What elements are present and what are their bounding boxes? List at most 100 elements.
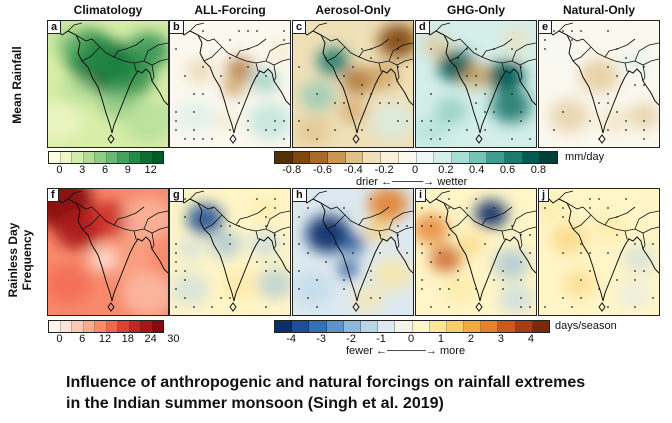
- panel-letter-e: e: [539, 21, 553, 34]
- map-panel-a: a: [47, 20, 169, 148]
- country-border: [558, 190, 574, 200]
- colorbar-segment: [345, 152, 364, 163]
- panel-letter-j: j: [539, 189, 550, 202]
- map-panel-h: h: [292, 188, 414, 316]
- country-border: [501, 62, 506, 72]
- panel-letter-b: b: [170, 21, 184, 34]
- coastline: [293, 196, 413, 302]
- country-border: [566, 202, 659, 234]
- colorbar-segment: [469, 152, 488, 163]
- field-anomaly-region: [257, 268, 290, 300]
- colorbar-segment: [363, 152, 382, 163]
- country-border: [634, 42, 659, 62]
- sri-lanka-outline: [475, 134, 483, 144]
- country-border: [378, 230, 383, 240]
- field-anomaly-region: [367, 62, 399, 90]
- colorbar-tick-label: 12: [98, 333, 112, 345]
- country-border: [572, 46, 592, 62]
- map-field-c: [293, 21, 413, 147]
- country-border: [396, 64, 400, 82]
- country-border: [358, 38, 390, 58]
- map-field-i: [416, 189, 536, 315]
- colorbar-tick-label: -1: [376, 333, 386, 345]
- map-field-d: [416, 21, 536, 147]
- colorbar-segment: [328, 152, 346, 163]
- colorbar-segment: [118, 152, 130, 163]
- country-border: [501, 230, 506, 240]
- country-border: [358, 206, 390, 226]
- colorbar-tick-label: 6: [79, 333, 86, 345]
- colorbar-rain-climatology-ticks: 0 3 6 9 12: [48, 164, 162, 178]
- country-border: [189, 190, 205, 200]
- colorbar-segment: [60, 152, 72, 163]
- country-border: [519, 232, 523, 250]
- colorbar-segment: [429, 321, 447, 332]
- column-title-all-forcing: ALL-Forcing: [194, 3, 266, 17]
- country-border: [320, 202, 413, 234]
- coastline: [48, 196, 168, 302]
- country-border: [197, 202, 290, 234]
- colorbar-tick-label: 0: [56, 164, 63, 176]
- colorbar-segment: [292, 321, 310, 332]
- colorbar-tick-label: -4: [286, 333, 297, 345]
- country-border: [81, 46, 101, 62]
- country-border: [449, 214, 469, 230]
- field-anomaly-region: [86, 200, 130, 238]
- country-border: [133, 62, 138, 72]
- sri-lanka-outline: [475, 302, 483, 312]
- map-field-f: [48, 189, 168, 315]
- field-anomaly-region: [300, 80, 336, 112]
- country-border: [255, 230, 260, 240]
- colorbar-segment: [106, 152, 118, 163]
- colorbar-segment: [498, 321, 516, 332]
- panel-letter-a: a: [48, 21, 62, 34]
- colorbar-rain-climatology: [48, 151, 164, 164]
- country-border: [203, 214, 223, 230]
- sri-lanka-outline: [107, 302, 115, 312]
- field-anomaly-region: [491, 89, 531, 123]
- country-border: [326, 214, 346, 230]
- country-border: [443, 202, 536, 234]
- double-arrow-icon: ←────→: [381, 176, 435, 188]
- sri-lanka-outline: [107, 134, 115, 144]
- field-anomaly-region: [251, 197, 279, 221]
- colorbar-tick-label: -0.4: [343, 164, 363, 176]
- field-anomaly-region: [226, 57, 254, 81]
- country-border: [81, 214, 101, 230]
- wetter-label: wetter: [437, 176, 468, 188]
- colorbar-segment: [292, 152, 311, 163]
- country-border: [572, 214, 592, 230]
- country-border: [273, 64, 277, 82]
- colorbar-rain-difference-ticks: -0.8 -0.6 -0.4 -0.2 0 0.2 0.4 0.6 0.8: [274, 164, 556, 178]
- field-anomaly-region: [352, 285, 384, 313]
- field-anomaly-region: [48, 100, 82, 142]
- map-panel-b: b: [169, 20, 291, 148]
- caption-line-2: in the Indian summer monsoon (Singh et a…: [66, 395, 444, 412]
- country-border: [642, 232, 646, 250]
- field-anomaly-region: [416, 117, 447, 145]
- country-border: [378, 62, 383, 72]
- country-border: [151, 64, 155, 82]
- colorbar-segment: [152, 321, 163, 332]
- map-panel-c: c: [292, 20, 414, 148]
- field-anomaly-region: [500, 27, 532, 55]
- country-border: [235, 38, 267, 58]
- field-anomaly-region: [579, 59, 619, 93]
- country-border: [435, 190, 451, 200]
- field-anomaly-region: [498, 283, 534, 315]
- significance-stippling: [421, 198, 531, 308]
- colorbar-segment: [129, 152, 141, 163]
- country-border: [75, 202, 168, 234]
- coastline: [48, 28, 168, 134]
- field-anomaly-region: [368, 189, 408, 221]
- field-anomaly-region: [186, 59, 214, 83]
- colorbar-tick-label: -3: [316, 333, 326, 345]
- coastline: [416, 196, 536, 302]
- colorbar-segment: [49, 321, 61, 332]
- sri-lanka-outline: [598, 302, 606, 312]
- colorbar-tick-label: 1: [437, 333, 445, 345]
- colorbar-tick-label: 0: [56, 333, 63, 345]
- field-anomaly-region: [170, 272, 210, 306]
- country-border: [189, 22, 205, 32]
- map-panel-f: f: [47, 188, 169, 316]
